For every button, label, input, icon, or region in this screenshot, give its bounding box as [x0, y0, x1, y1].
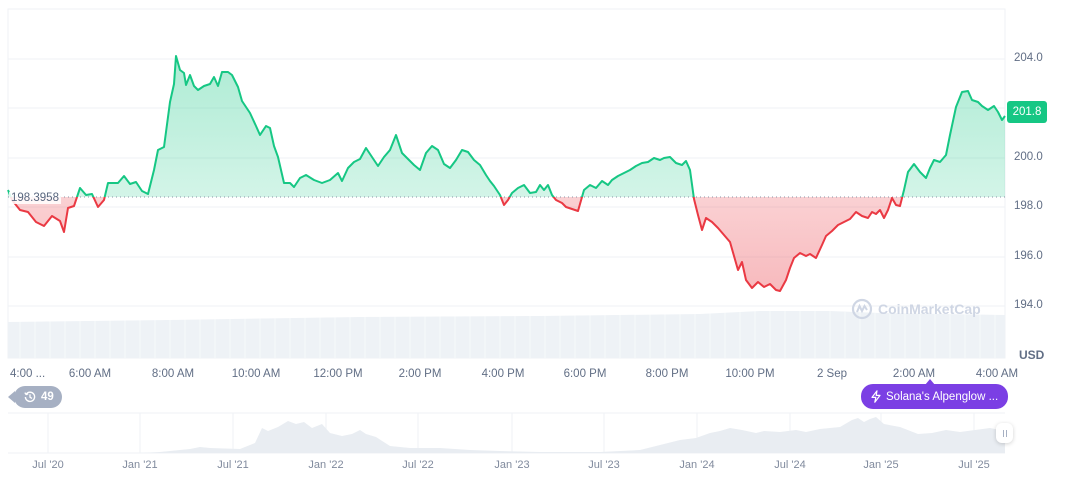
navigator-tick: Jul '23: [588, 459, 620, 471]
navigator-tick: Jul '24: [774, 459, 806, 471]
history-events-badge[interactable]: 49: [8, 386, 62, 408]
x-tick: 10:00 PM: [725, 368, 775, 380]
x-tick: 6:00 AM: [68, 368, 112, 380]
x-tick: 8:00 PM: [645, 368, 689, 380]
y-tick: 200.0: [1014, 151, 1043, 163]
currency-label: USD: [1019, 348, 1045, 362]
y-tick: 194.0: [1014, 299, 1043, 311]
navigator-tick: Jan '23: [494, 459, 530, 471]
navigator-tick: Jan '25: [863, 459, 899, 471]
handle-grip-icon: [1005, 429, 1007, 437]
navigator-tick: Jul '21: [217, 459, 249, 471]
handle-grip-icon: [1002, 429, 1004, 437]
history-count: 49: [41, 391, 54, 403]
price-line: [7, 55, 1006, 292]
navigator-tick: Jul '25: [958, 459, 990, 471]
navigator-tick: Jan '22: [308, 459, 344, 471]
navigator-tick: Jan '24: [679, 459, 715, 471]
baseline-price-label: 198.3958: [9, 192, 61, 204]
navigator-range-handle[interactable]: [996, 423, 1013, 443]
y-tick: 204.0: [1014, 52, 1043, 64]
y-tick: 198.0: [1014, 200, 1043, 212]
history-clock-icon: [24, 391, 36, 403]
lightning-icon: [871, 390, 881, 403]
x-tick: 6:00 PM: [563, 368, 607, 380]
navigator-tick: Jan '21: [122, 459, 158, 471]
x-tick: 2 Sep: [816, 368, 848, 380]
x-tick: 4:00 ...: [10, 368, 46, 380]
current-price-badge: 201.8: [1007, 101, 1047, 123]
x-tick: 2:00 PM: [398, 368, 442, 380]
coinmarketcap-logo-icon: [851, 298, 873, 320]
event-label: Solana's Alpenglow ...: [886, 390, 999, 403]
x-tick: 2:00 AM: [892, 368, 936, 380]
x-tick: 12:00 PM: [313, 368, 363, 380]
coinmarketcap-watermark: CoinMarketCap: [851, 298, 981, 320]
x-tick: 4:00 PM: [481, 368, 525, 380]
x-tick: 8:00 AM: [151, 368, 195, 380]
volume-bars: [8, 311, 1005, 358]
x-tick: 4:00 AM: [975, 368, 1019, 380]
x-tick: 10:00 AM: [231, 368, 281, 380]
navigator-tick: Jul '22: [402, 459, 434, 471]
navigator-tick: Jul '20: [32, 459, 64, 471]
price-area: [8, 56, 1005, 291]
range-navigator: [8, 412, 1005, 454]
watermark-text: CoinMarketCap: [878, 301, 981, 317]
news-event-badge[interactable]: Solana's Alpenglow ...: [861, 379, 1009, 409]
y-tick: 196.0: [1014, 250, 1043, 262]
